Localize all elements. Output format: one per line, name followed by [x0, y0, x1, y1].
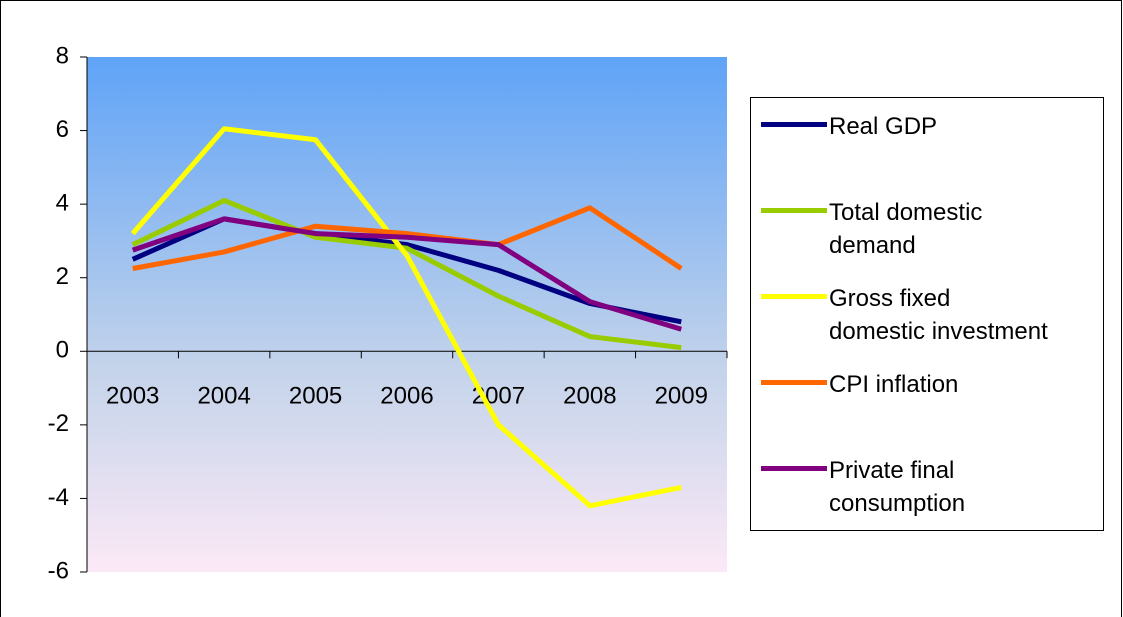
series-line	[132, 205, 683, 271]
y-tick-label: -2	[48, 410, 69, 437]
legend: Real GDP Total domestic demand Gross fixed…	[750, 97, 1104, 531]
x-tick-label: 2004	[197, 383, 250, 410]
legend-label: Private final consumption	[829, 457, 966, 517]
legend-label: Real GDP	[829, 113, 938, 140]
plot-area	[87, 57, 727, 572]
y-tick-label: 0	[56, 337, 69, 364]
legend-swatch	[761, 208, 827, 213]
y-tick-label: 2	[56, 263, 69, 290]
legend-label: CPI inflation	[829, 371, 959, 398]
y-tick-label: -6	[48, 557, 69, 584]
x-tick-label: 2009	[655, 383, 708, 410]
x-tick-label: 2003	[106, 383, 159, 410]
series-line	[131, 197, 682, 351]
series-line	[130, 126, 682, 509]
y-tick-label: 6	[56, 116, 69, 143]
series-line	[131, 216, 683, 332]
y-tick-label: 8	[56, 42, 69, 69]
legend-swatch	[761, 466, 827, 471]
x-tick-label: 2008	[563, 383, 616, 410]
legend-swatch	[761, 294, 827, 299]
x-tick-label: 2006	[380, 383, 433, 410]
y-tick-label: -4	[48, 484, 69, 511]
legend-swatch	[761, 122, 827, 127]
legend-label: Gross fixed domestic investment	[829, 285, 1048, 345]
x-tick-label: 2005	[289, 383, 342, 410]
y-tick-label: 4	[56, 189, 69, 216]
legend-swatch	[761, 380, 827, 385]
legend-label: Total domestic demand	[829, 199, 983, 259]
